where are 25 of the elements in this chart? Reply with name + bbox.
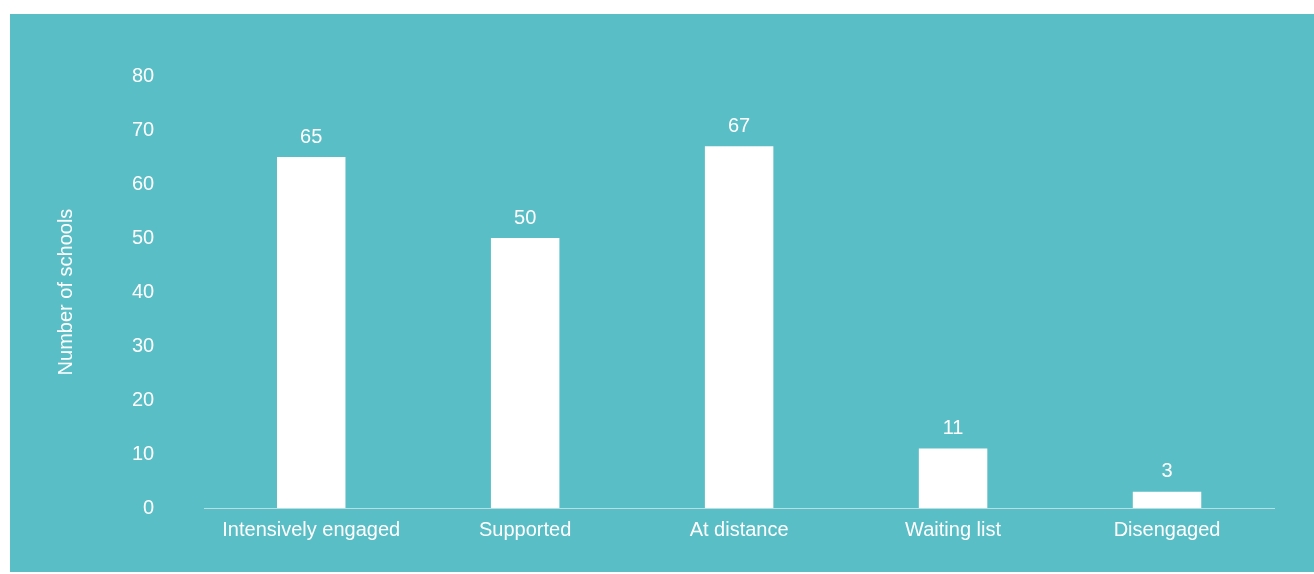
bar <box>704 146 774 508</box>
x-tick-label: Supported <box>479 517 572 540</box>
y-tick-label: 0 <box>143 495 155 518</box>
y-tick-label: 50 <box>132 225 155 248</box>
data-label: 3 <box>1161 459 1173 482</box>
bar <box>490 238 560 508</box>
data-label: 65 <box>300 124 323 147</box>
x-tick-label: At distance <box>689 517 789 540</box>
y-tick-label: 70 <box>132 117 155 140</box>
data-label: 67 <box>728 113 751 136</box>
data-label: 50 <box>514 205 537 228</box>
y-tick-label: 80 <box>132 63 155 86</box>
y-tick-label: 30 <box>132 333 155 356</box>
y-tick-label: 10 <box>132 441 155 464</box>
y-axis-title: Number of schools <box>53 208 76 376</box>
y-tick-label: 60 <box>132 171 155 194</box>
bar <box>1132 491 1202 508</box>
y-tick-label: 20 <box>132 387 155 410</box>
x-tick-label: Waiting list <box>905 517 1002 540</box>
x-tick-label: Intensively engaged <box>222 517 401 540</box>
y-tick-label: 40 <box>132 279 155 302</box>
bar <box>918 448 988 508</box>
x-tick-label: Disengaged <box>1113 517 1221 540</box>
bar <box>276 157 346 508</box>
data-label: 11 <box>942 416 964 439</box>
